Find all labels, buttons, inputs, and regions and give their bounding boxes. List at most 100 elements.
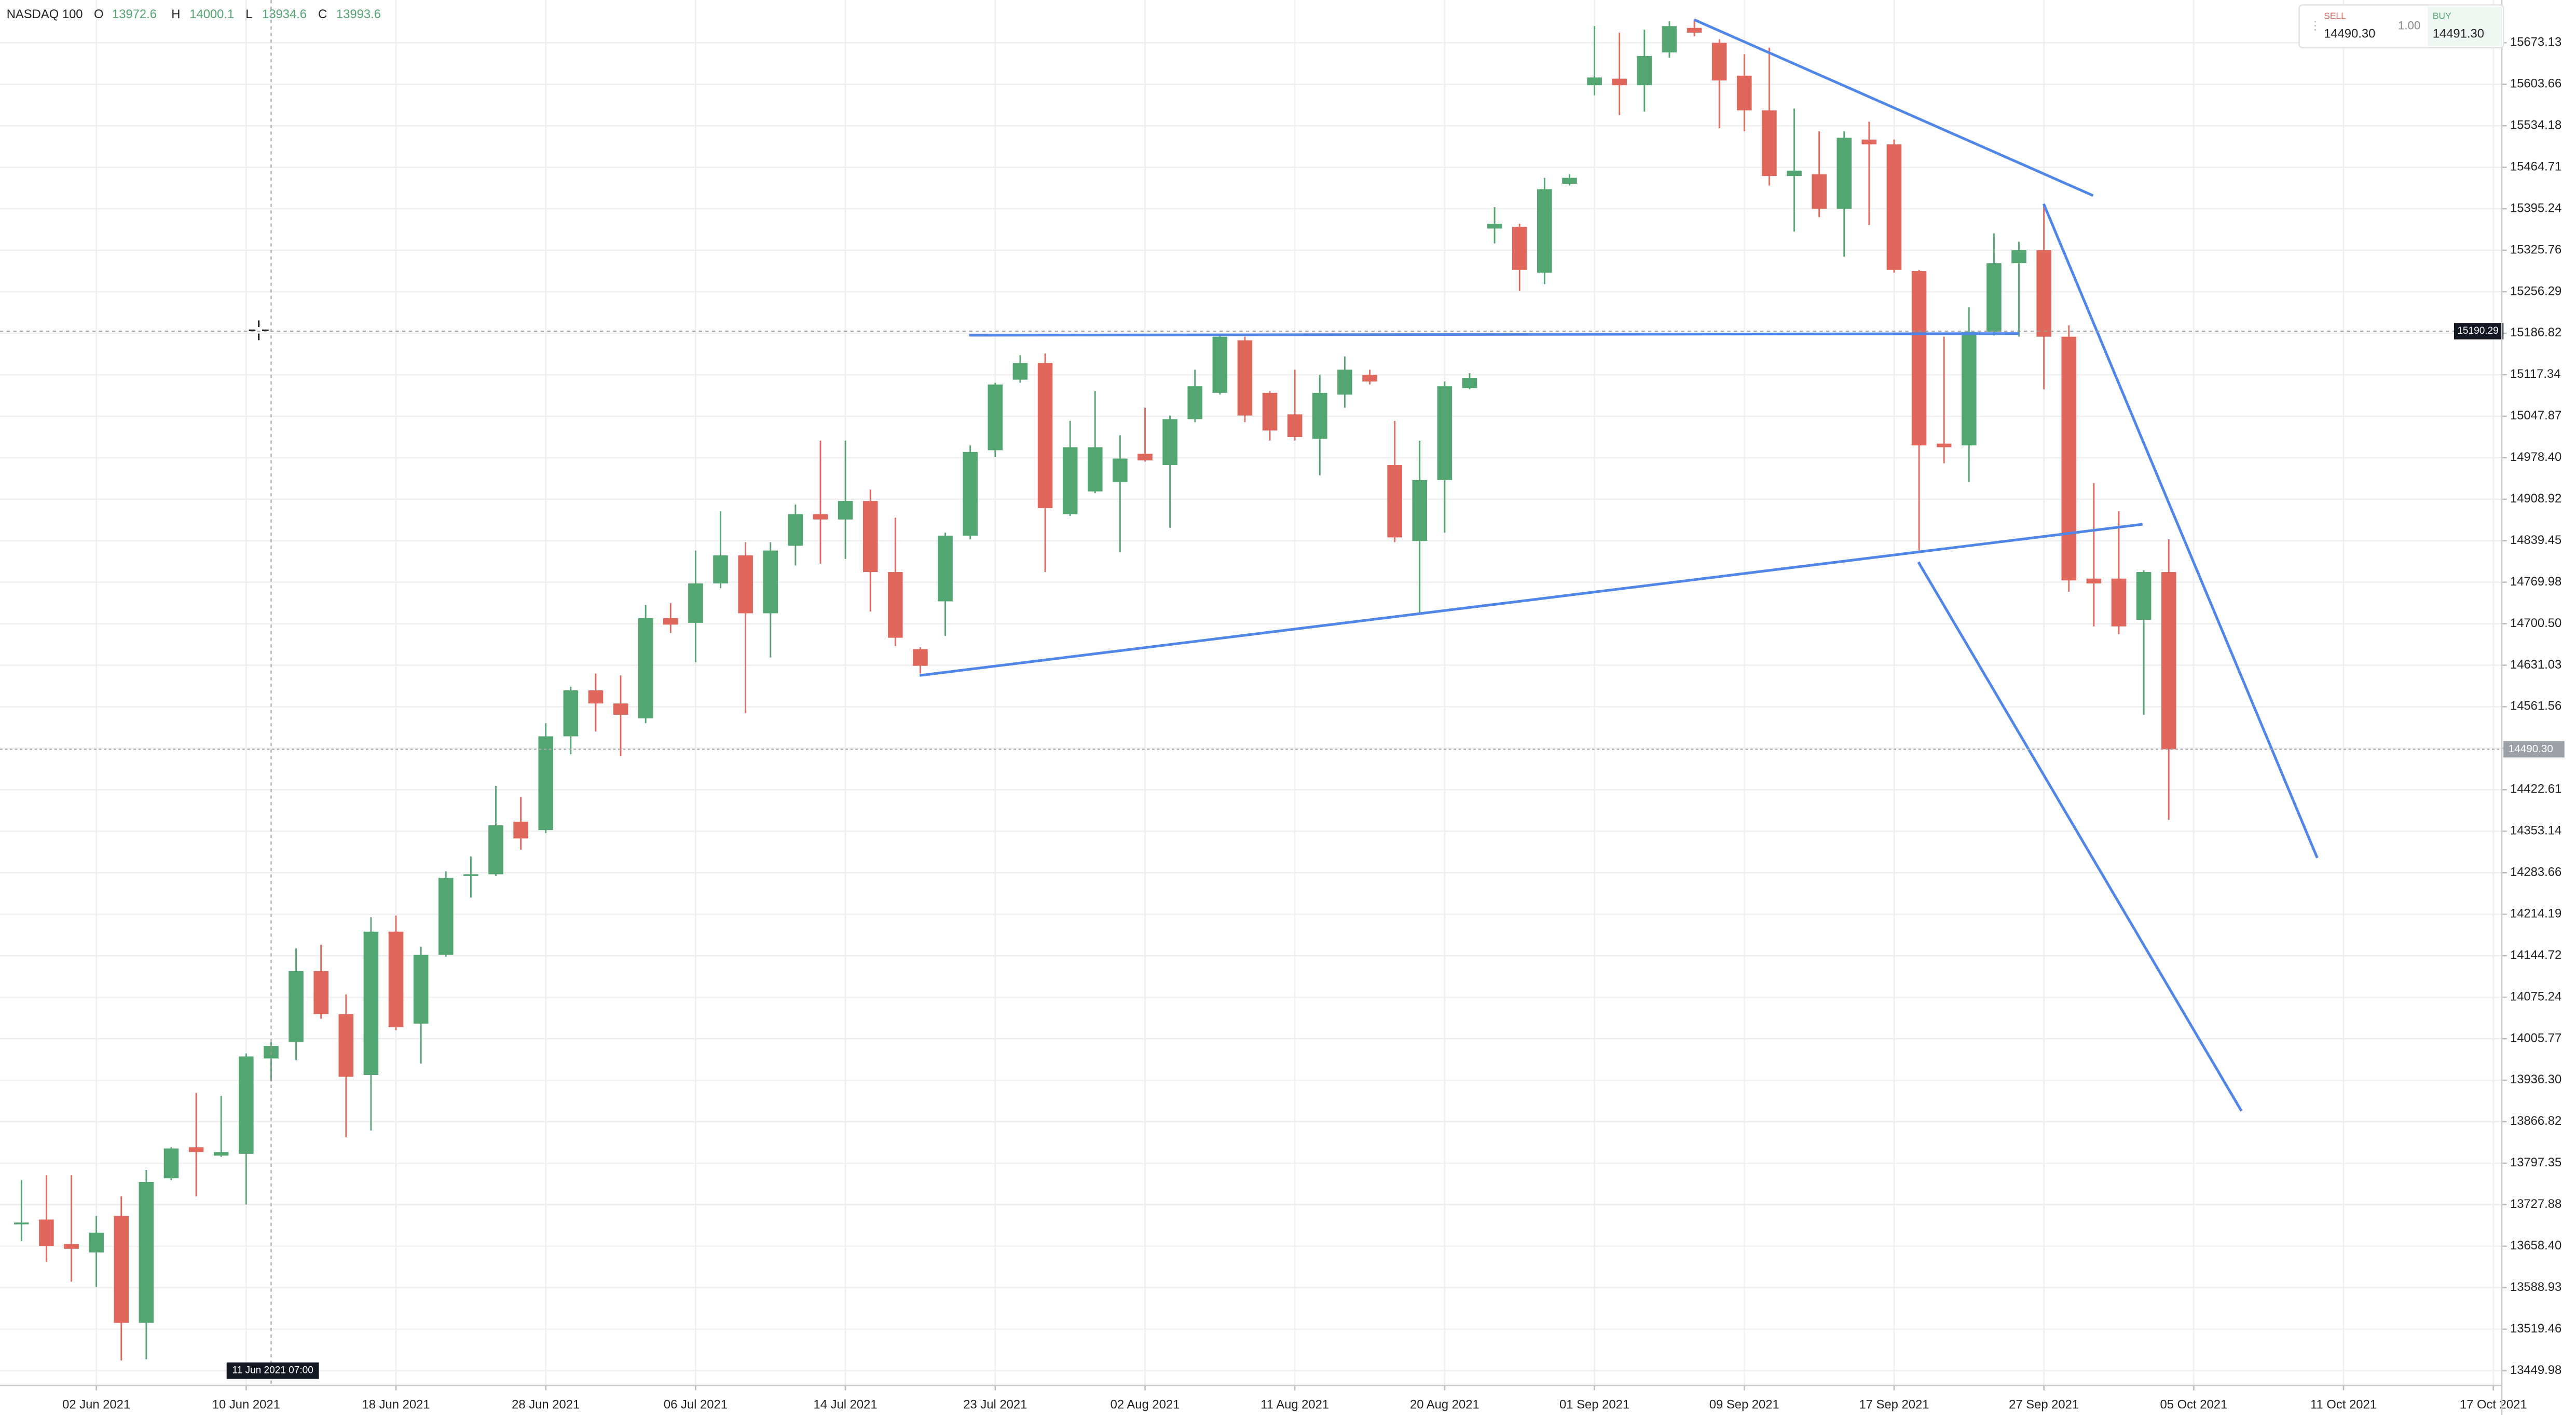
candle-body [563, 690, 579, 737]
candle-body [39, 1219, 54, 1246]
x-tick-label: 01 Sep 2021 [1559, 1397, 1629, 1411]
x-tick-label: 17 Oct 2021 [2460, 1397, 2527, 1411]
y-tick-label: 15256.29 [2510, 284, 2561, 298]
candle-body [638, 618, 653, 718]
y-tick-label: 13866.82 [2510, 1114, 2561, 1128]
x-tick-label: 27 Sep 2021 [2009, 1397, 2079, 1411]
trend-line [969, 332, 2019, 337]
candle-body [513, 822, 528, 839]
candle-body [163, 1148, 179, 1179]
y-tick-label: 13797.35 [2510, 1155, 2561, 1169]
candle-body [1437, 386, 1453, 480]
candle-body [963, 452, 978, 536]
candle-body [239, 1056, 254, 1154]
candle-body [1787, 170, 1802, 176]
candle-body [2036, 250, 2051, 337]
candle-body [738, 555, 753, 614]
x-tick-label: 05 Oct 2021 [2160, 1397, 2227, 1411]
candle-body [2061, 336, 2077, 581]
y-tick-label: 15673.13 [2510, 35, 2561, 49]
candle-body [413, 955, 429, 1024]
buy-price: 14491.30 [2433, 27, 2484, 41]
trend-line [1693, 18, 2094, 197]
candle-body [1487, 224, 1502, 229]
candle-body [1113, 458, 1128, 482]
candle-body [114, 1216, 129, 1323]
y-tick-label: 13449.98 [2510, 1363, 2561, 1377]
candle-body [388, 931, 404, 1027]
y-tick-label: 15534.18 [2510, 118, 2561, 132]
candle-body [862, 501, 878, 573]
y-tick-label: 14283.66 [2510, 865, 2561, 879]
x-tick-label: 02 Jun 2021 [62, 1397, 130, 1411]
x-tick-label: 02 Aug 2021 [1111, 1397, 1180, 1411]
candle-body [1911, 271, 1927, 446]
y-tick-label: 14005.77 [2510, 1031, 2561, 1045]
candle-body [1387, 465, 1402, 538]
candle-body [838, 501, 853, 520]
candle-body [1537, 189, 1552, 273]
x-tick-label: 06 Jul 2021 [664, 1397, 728, 1411]
current-price-tag [2503, 741, 2565, 758]
candle-body [1962, 332, 1977, 446]
current-price-label: 14490.30 [2509, 743, 2553, 755]
buy-button[interactable] [2428, 6, 2502, 46]
candle-body [2011, 250, 2026, 264]
candle-body [1861, 139, 1877, 145]
crosshair-price-label: 15190.29 [2457, 325, 2498, 336]
candle-body [663, 618, 678, 625]
y-tick-label: 15464.71 [2510, 159, 2561, 173]
y-tick-label: 13519.46 [2510, 1322, 2561, 1336]
candle-body [1562, 178, 1577, 184]
candle-body [1287, 414, 1303, 437]
candle-body [64, 1244, 79, 1249]
y-tick-label: 14700.50 [2510, 616, 2561, 630]
ohlc-label: L [245, 7, 252, 21]
x-tick-label: 10 Jun 2021 [212, 1397, 280, 1411]
y-tick-label: 14839.45 [2510, 533, 2561, 547]
ohlc-value: 13972.6 [112, 7, 157, 21]
candle-body [463, 874, 478, 876]
candle-body [1462, 378, 1477, 388]
candle-body [588, 690, 604, 704]
crosshair-date-tag [226, 1362, 319, 1379]
ohlc-value: 13934.6 [262, 7, 307, 21]
ohlc-label: C [318, 7, 327, 21]
candle-body [1986, 263, 2002, 332]
candle-body [289, 971, 304, 1042]
sell-label: SELL [2324, 10, 2346, 21]
candle-body [1637, 56, 1652, 86]
candle-body [1812, 174, 1827, 209]
sell-price: 14490.30 [2324, 27, 2375, 41]
candle-body [888, 572, 903, 638]
candle-body [2136, 572, 2152, 620]
ohlc-label: H [171, 7, 180, 21]
y-tick-label: 14631.03 [2510, 658, 2561, 672]
candle-body [813, 514, 828, 520]
candle-body [213, 1152, 229, 1156]
candle-body [1037, 363, 1053, 508]
candle-body [1312, 392, 1327, 439]
candle-body [313, 971, 328, 1014]
sell-button[interactable] [2315, 6, 2392, 46]
candle-body [2086, 578, 2102, 583]
candle-body [988, 384, 1003, 451]
x-tick-label: 18 Jun 2021 [362, 1397, 430, 1411]
cursor [249, 320, 269, 341]
y-tick-label: 14561.56 [2510, 699, 2561, 713]
candle-body [1262, 392, 1278, 431]
candle-body [363, 931, 379, 1075]
candle-body [1362, 375, 1377, 382]
candle-body [713, 555, 728, 583]
ohlc-value: 14000.1 [189, 7, 234, 21]
y-tick-label: 14144.72 [2510, 948, 2561, 962]
candle-body [913, 649, 928, 666]
candle-body [488, 825, 503, 875]
candle-body [1138, 454, 1153, 460]
x-tick-label: 11 Oct 2021 [2310, 1397, 2377, 1411]
candle-body [338, 1014, 354, 1077]
x-tick-label: 17 Sep 2021 [1859, 1397, 1929, 1411]
